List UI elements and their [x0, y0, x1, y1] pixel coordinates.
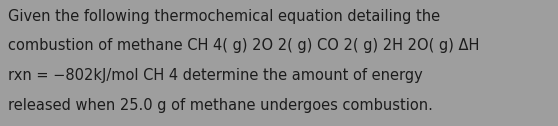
Text: combustion of methane CH 4( g) 2O 2( g) CO 2( g) 2H 2O( g) ΔH: combustion of methane CH 4( g) 2O 2( g) …: [8, 38, 480, 53]
Text: released when 25.0 g of methane undergoes combustion.: released when 25.0 g of methane undergoe…: [8, 98, 433, 113]
Text: rxn = −802kJ/mol CH 4 determine the amount of energy: rxn = −802kJ/mol CH 4 determine the amou…: [8, 68, 423, 83]
Text: Given the following thermochemical equation detailing the: Given the following thermochemical equat…: [8, 9, 440, 24]
